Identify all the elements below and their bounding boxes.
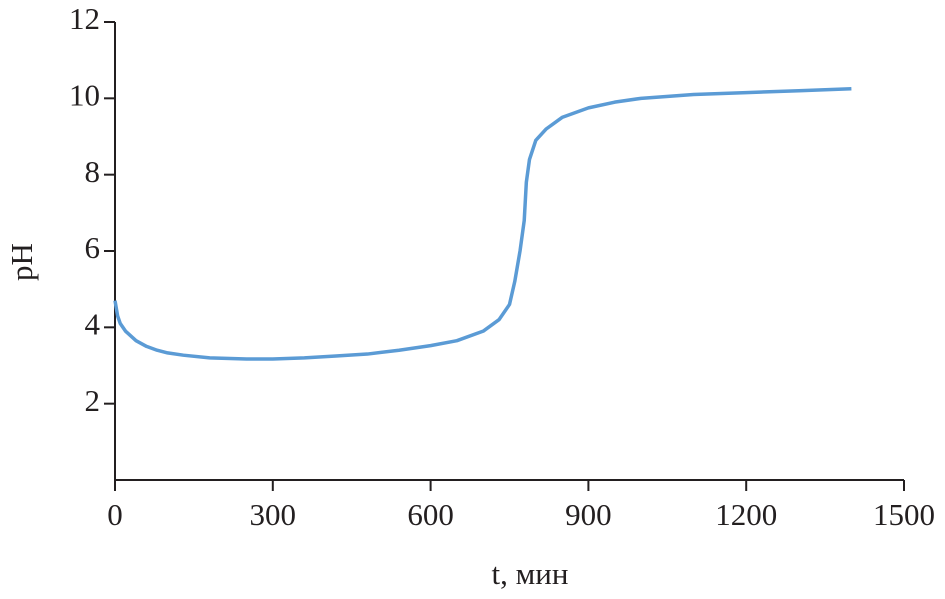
x-tick-label: 600	[407, 497, 454, 532]
y-tick-label: 6	[85, 230, 101, 265]
y-tick-label: 12	[69, 1, 100, 36]
y-tick-label: 8	[85, 154, 101, 189]
y-tick-label: 4	[85, 306, 101, 341]
x-tick-label: 300	[250, 497, 297, 532]
x-tick-label: 1200	[715, 497, 777, 532]
x-tick-label: 900	[565, 497, 612, 532]
x-tick-label: 0	[107, 497, 123, 532]
y-tick-label: 2	[85, 383, 101, 418]
y-tick-label: 10	[69, 77, 100, 112]
x-tick-label: 1500	[873, 497, 935, 532]
data-line	[113, 87, 852, 361]
y-axis-label: pH	[4, 243, 39, 281]
x-axis-label: t, мин	[492, 556, 569, 591]
